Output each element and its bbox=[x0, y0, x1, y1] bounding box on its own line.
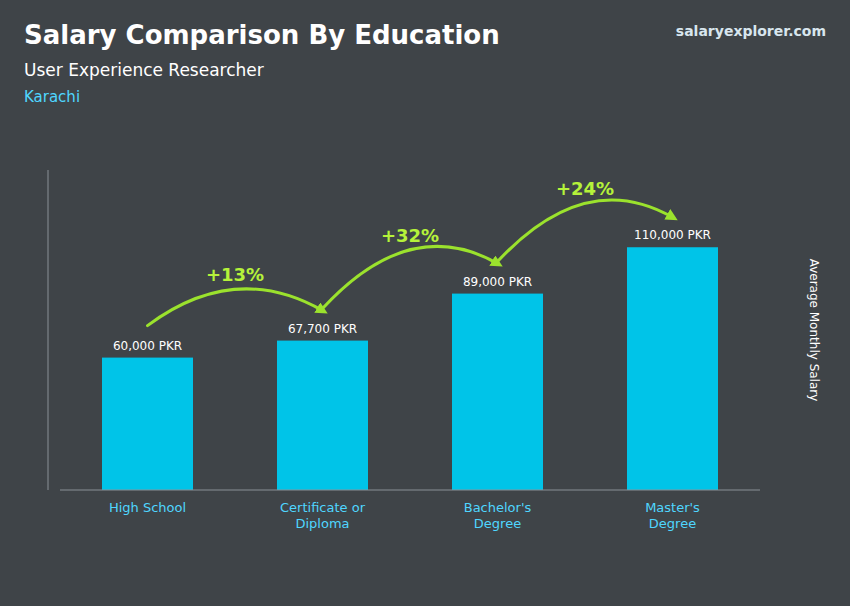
category-label-line: Degree bbox=[649, 516, 696, 531]
category-label-line: Degree bbox=[474, 516, 521, 531]
growth-arrow bbox=[323, 246, 498, 308]
background bbox=[0, 0, 850, 606]
bar bbox=[627, 247, 718, 490]
y-axis-label: Average Monthly Salary bbox=[807, 259, 821, 402]
chart-container: Salary Comparison By Education User Exper… bbox=[0, 0, 850, 606]
growth-label: +24% bbox=[556, 178, 614, 199]
category-label: Certificate orDiploma bbox=[280, 500, 366, 531]
bars bbox=[102, 247, 718, 490]
category-label: Bachelor'sDegree bbox=[464, 500, 532, 531]
value-label: 110,000 PKR bbox=[634, 228, 711, 242]
growth-arrow bbox=[498, 200, 673, 262]
growth-label: +13% bbox=[206, 264, 264, 285]
category-label: Master'sDegree bbox=[645, 500, 700, 531]
category-label-line: Master's bbox=[645, 500, 700, 515]
category-label: High School bbox=[109, 500, 186, 515]
baseline bbox=[60, 490, 760, 491]
category-label-line: Bachelor's bbox=[464, 500, 532, 515]
value-label: 67,700 PKR bbox=[288, 322, 357, 336]
category-label-line: High School bbox=[109, 500, 186, 515]
bar bbox=[277, 341, 368, 490]
location: Karachi bbox=[24, 88, 80, 106]
y-axis-line bbox=[48, 170, 49, 490]
source: salaryexplorer.com bbox=[676, 23, 826, 39]
title: Salary Comparison By Education bbox=[24, 20, 500, 50]
category-label-line: Diploma bbox=[295, 516, 349, 531]
bar bbox=[452, 294, 543, 490]
subtitle: User Experience Researcher bbox=[24, 60, 264, 80]
bar bbox=[102, 358, 193, 490]
category-label-line: Certificate or bbox=[280, 500, 366, 515]
value-label: 60,000 PKR bbox=[113, 339, 182, 353]
chart-svg: Salary Comparison By Education User Exper… bbox=[0, 0, 850, 606]
value-label: 89,000 PKR bbox=[463, 275, 532, 289]
growth-arrow bbox=[148, 289, 323, 326]
growth-label: +32% bbox=[381, 225, 439, 246]
